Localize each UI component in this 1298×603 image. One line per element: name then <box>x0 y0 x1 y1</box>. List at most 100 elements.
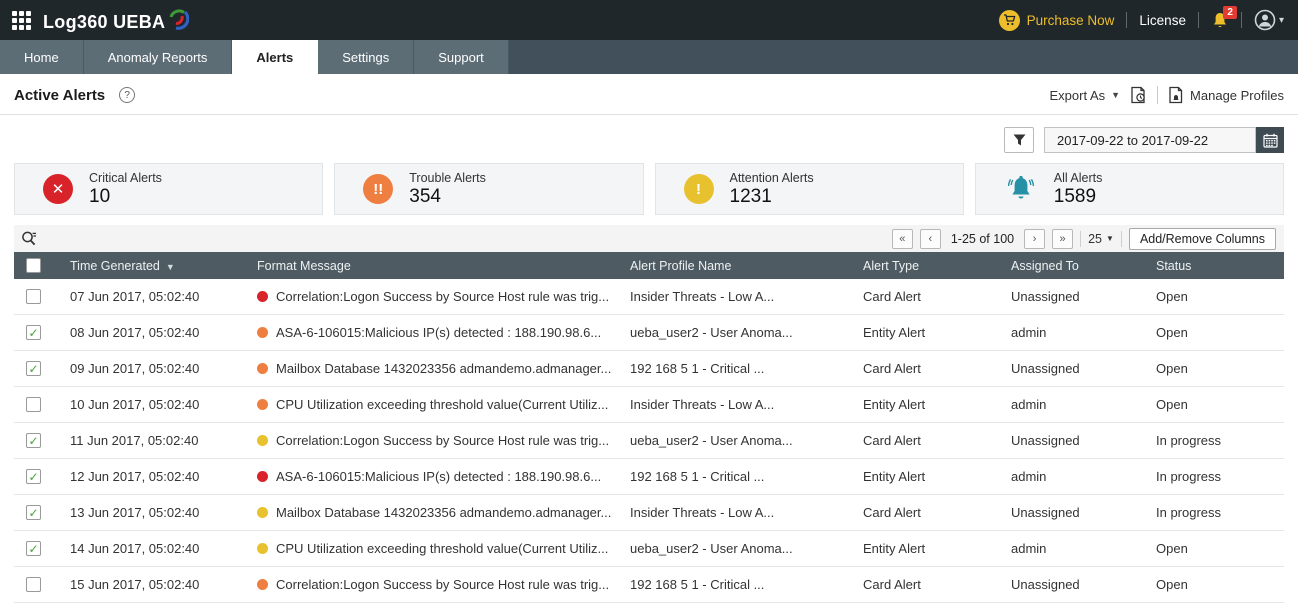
export-as-label: Export As <box>1049 87 1106 103</box>
help-icon[interactable]: ? <box>119 87 136 103</box>
divider <box>1157 86 1159 104</box>
attention-alerts-card[interactable]: ! Attention Alerts 1231 <box>654 163 964 215</box>
divider <box>1197 12 1199 28</box>
pagination-prev-button[interactable]: ‹ <box>919 228 941 249</box>
tab-home[interactable]: Home <box>0 40 84 74</box>
cell-time: 12 Jun 2017, 05:02:40 <box>70 469 200 484</box>
cell-message: Mailbox Database 1432023356 admandemo.ad… <box>276 505 612 520</box>
user-menu[interactable]: ▾ <box>1254 9 1284 31</box>
row-checkbox[interactable] <box>26 325 41 340</box>
table-row[interactable]: 10 Jun 2017, 05:02:40 CPU Utilization ex… <box>14 387 1284 423</box>
table-row[interactable]: 15 Jun 2017, 05:02:40 Correlation:Logon … <box>14 567 1284 603</box>
cell-status: Open <box>1156 577 1188 592</box>
cell-profile: ueba_user2 - User Anoma... <box>630 433 793 448</box>
cell-profile: 192 168 5 1 - Critical ... <box>630 469 765 484</box>
cell-message: Correlation:Logon Success by Source Host… <box>276 577 610 592</box>
column-header-time-generated[interactable]: Time Generated ▼ <box>70 258 175 273</box>
row-checkbox[interactable] <box>26 289 41 304</box>
date-range-picker: 2017-09-22 to 2017-09-22 <box>1044 127 1284 153</box>
calendar-button[interactable] <box>1256 127 1284 153</box>
table-row[interactable]: 14 Jun 2017, 05:02:40 CPU Utilization ex… <box>14 531 1284 567</box>
manage-profiles-button[interactable]: Manage Profiles <box>1168 86 1284 104</box>
page-size-dropdown[interactable]: 25 ▼ <box>1088 232 1114 246</box>
schedule-export-icon[interactable] <box>1130 86 1147 104</box>
export-as-dropdown[interactable]: Export As ▼ <box>1049 88 1120 103</box>
table-row[interactable]: 11 Jun 2017, 05:02:40 Correlation:Logon … <box>14 423 1284 459</box>
main-nav: Home Anomaly Reports Alerts Settings Sup… <box>0 40 1298 74</box>
cell-profile: Insider Threats - Low A... <box>630 505 775 520</box>
table-row[interactable]: 08 Jun 2017, 05:02:40 ASA-6-106015:Malic… <box>14 315 1284 351</box>
critical-alerts-card[interactable]: ✕ Critical Alerts 10 <box>14 163 324 215</box>
row-checkbox[interactable] <box>26 433 41 448</box>
cell-time: 13 Jun 2017, 05:02:40 <box>70 505 200 520</box>
column-header-alert-type[interactable]: Alert Type <box>863 258 920 273</box>
table-row[interactable]: 12 Jun 2017, 05:02:40 ASA-6-106015:Malic… <box>14 459 1284 495</box>
card-value: 354 <box>409 185 441 207</box>
purchase-now-label: Purchase Now <box>1026 12 1115 28</box>
row-checkbox[interactable] <box>26 469 41 484</box>
row-checkbox[interactable] <box>26 577 41 592</box>
all-alerts-card[interactable]: All Alerts 1589 <box>974 163 1284 215</box>
row-checkbox[interactable] <box>26 505 41 520</box>
profile-document-bell-icon <box>1169 86 1183 104</box>
severity-dot-icon <box>257 435 268 446</box>
trouble-alerts-card[interactable]: !! Trouble Alerts 354 <box>334 163 644 215</box>
cell-assigned: admin <box>1011 325 1047 340</box>
tab-support[interactable]: Support <box>414 40 509 74</box>
add-remove-columns-button[interactable]: Add/Remove Columns <box>1128 227 1276 250</box>
license-link[interactable]: License <box>1139 12 1186 28</box>
tab-alerts[interactable]: Alerts <box>232 40 319 74</box>
row-checkbox[interactable] <box>26 361 41 376</box>
cell-assigned: Unassigned <box>1011 361 1080 376</box>
card-label: Attention Alerts <box>729 170 814 185</box>
cell-assigned: admin <box>1011 541 1047 556</box>
pagination-first-button[interactable]: « <box>891 228 913 249</box>
tab-anomaly-reports[interactable]: Anomaly Reports <box>83 40 233 74</box>
cell-time: 10 Jun 2017, 05:02:40 <box>70 397 200 412</box>
pagination-next-button[interactable]: › <box>1024 228 1046 249</box>
app-logo: Log360 UEBA <box>43 7 190 33</box>
severity-dot-icon <box>257 471 268 482</box>
column-header-status[interactable]: Status <box>1156 258 1192 273</box>
alerts-table: « ‹ 1-25 of 100 › » 25 ▼ Add/Remove Colu… <box>14 225 1284 603</box>
cell-profile: ueba_user2 - User Anoma... <box>630 541 793 556</box>
row-checkbox[interactable] <box>26 541 41 556</box>
column-header-alert-profile-name[interactable]: Alert Profile Name <box>630 258 732 273</box>
sort-desc-icon: ▼ <box>165 261 175 272</box>
cell-assigned: admin <box>1011 469 1047 484</box>
filter-button[interactable] <box>1004 127 1034 153</box>
date-range-field[interactable]: 2017-09-22 to 2017-09-22 <box>1044 127 1256 153</box>
cell-message: ASA-6-106015:Malicious IP(s) detected : … <box>276 325 602 340</box>
table-row[interactable]: 07 Jun 2017, 05:02:40 Correlation:Logon … <box>14 279 1284 315</box>
cell-assigned: Unassigned <box>1011 289 1080 304</box>
alerts-table-body: 07 Jun 2017, 05:02:40 Correlation:Logon … <box>14 279 1284 603</box>
card-label: All Alerts <box>1053 170 1103 185</box>
search-columns-icon[interactable] <box>20 230 38 247</box>
app-grid-icon[interactable] <box>12 10 31 30</box>
purchase-now-link[interactable]: Purchase Now <box>998 9 1115 31</box>
tab-settings[interactable]: Settings <box>318 40 415 74</box>
notifications-bell-icon[interactable]: 2 <box>1211 5 1237 30</box>
exclamation-icon: ! <box>683 174 714 204</box>
severity-dot-icon <box>257 399 268 410</box>
severity-dot-icon <box>257 579 268 590</box>
cell-type: Entity Alert <box>863 469 926 484</box>
select-all-checkbox[interactable] <box>26 258 41 273</box>
severity-dot-icon <box>257 327 268 338</box>
pagination-last-button[interactable]: » <box>1052 228 1074 249</box>
table-row[interactable]: 13 Jun 2017, 05:02:40 Mailbox Database 1… <box>14 495 1284 531</box>
card-value: 1231 <box>729 185 772 207</box>
alert-summary-cards: ✕ Critical Alerts 10 !! Trouble Alerts 3… <box>0 159 1298 215</box>
double-exclamation-icon: !! <box>363 174 394 204</box>
notification-count-badge: 2 <box>1223 5 1237 19</box>
cell-time: 09 Jun 2017, 05:02:40 <box>70 361 200 376</box>
cell-type: Entity Alert <box>863 541 926 556</box>
card-value: 1589 <box>1053 185 1097 207</box>
table-row[interactable]: 09 Jun 2017, 05:02:40 Mailbox Database 1… <box>14 351 1284 387</box>
row-checkbox[interactable] <box>26 397 41 412</box>
column-header-assigned-to[interactable]: Assigned To <box>1011 258 1079 273</box>
column-header-format-message[interactable]: Format Message <box>257 258 351 273</box>
cart-icon <box>998 9 1020 31</box>
cell-profile: 192 168 5 1 - Critical ... <box>630 361 765 376</box>
divider <box>1080 230 1082 247</box>
